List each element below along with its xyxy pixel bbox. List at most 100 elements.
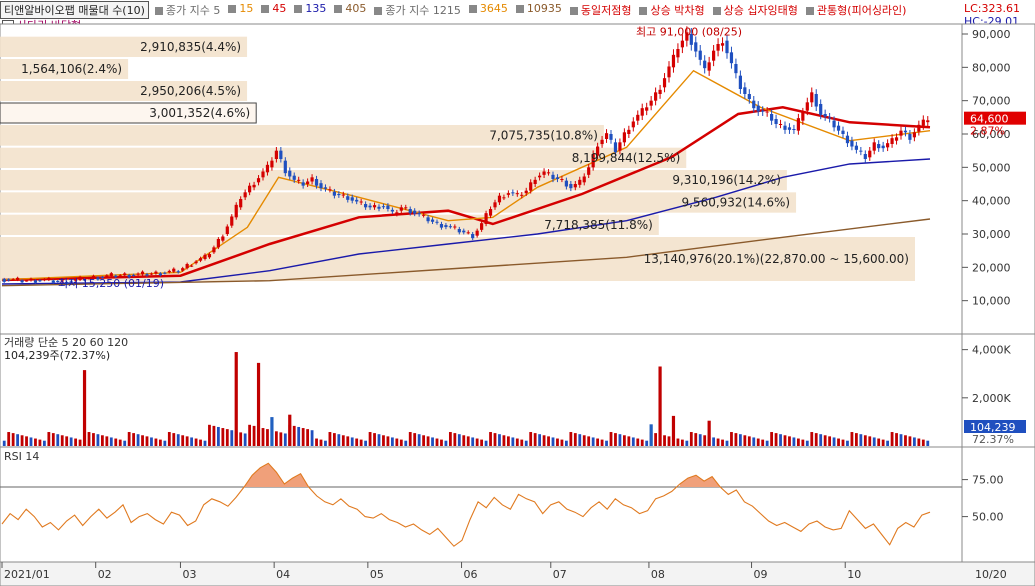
candle-body [582,176,586,183]
volume-bar [105,436,109,446]
legend-item-label: 종가 지수 5 [165,4,221,17]
volume-bar [359,439,363,446]
volume-bar [328,432,332,446]
volume-bar [132,433,136,446]
legend-item-2[interactable]: 45 [261,2,286,18]
candle-body [69,281,73,283]
volume-profile-label: 8,199,844(12.5%) [572,151,681,165]
candle-body [123,273,127,276]
candle-body [198,258,203,261]
candle-body [658,89,662,94]
candle-body [493,202,497,208]
volume-bar [524,440,528,446]
volume-bar [390,437,394,446]
candle-body [453,226,457,228]
volume-bar [819,434,823,446]
candle-body [42,279,46,281]
rsi-line [1,462,931,547]
legend-item-9[interactable]: 상승 박차형 [639,2,705,18]
candle-body [435,221,439,223]
legend-item-7[interactable]: 10935 [515,2,562,18]
volume-bar [716,438,720,446]
candle-body [703,60,707,69]
volume-profile-label: 13,140,976(20.1%)(22,870.00 ~ 15,600.00) [644,252,909,266]
volume-bar [779,434,782,446]
volume-bar [547,436,550,446]
legend-item-11[interactable]: 관통형(피어싱라인) [805,2,906,18]
candle-body [422,214,426,216]
volume-bar [395,438,399,446]
volume-bar [770,432,774,446]
volume-bar [823,435,827,446]
candle-body [212,247,216,253]
candle-body [569,184,573,189]
volume-bar [783,435,787,446]
volume-bar [475,438,479,446]
volume-current-label: 104,239주(72.37%) [4,349,110,362]
candle-body [297,179,301,181]
volume-bar [796,438,800,446]
legend-item-3[interactable]: 135 [294,2,326,18]
legend-item-0[interactable]: 종가 지수 5 [154,2,221,18]
candle-body [573,184,577,188]
volume-bar [721,439,724,446]
volume-bar [640,439,644,446]
candle-body [685,32,689,41]
candle-body [16,277,20,280]
volume-bar [261,428,265,446]
volume-profile-label: 2,950,206(4.5%) [140,84,241,98]
chart-legend: 티앤알바이오팹 매물대 수(10) 종가 지수 5 15 45 135 405 종가 지수… [0,0,960,20]
volume-bar [297,426,301,446]
volume-bar [301,428,305,446]
legend-item-label: 15 [239,2,254,15]
legend-item-8[interactable]: 동일저점형 [569,2,632,18]
candle-body [328,189,332,191]
candle-body [364,204,368,208]
candle-body [725,40,729,54]
volume-bar [489,432,492,446]
volume-bar [605,440,608,446]
candle-body [163,272,167,274]
volume-bar [444,440,448,446]
candle-body [506,193,510,195]
legend-item-5[interactable]: 종가 지수 1215 [374,2,461,18]
volume-profile-label: 7,075,735(10.8%) [489,128,598,142]
candle-body [689,34,693,45]
legend-item-6[interactable]: 3645 [468,2,508,18]
stock-title[interactable]: 티앤알바이오팹 매물대 수(10) [0,1,149,19]
candle-body [448,226,452,228]
candle-body [462,230,466,233]
candle-body [747,94,751,99]
volume-bar [109,437,113,446]
volume-profile-bar [0,59,129,79]
volume-bar [832,437,836,446]
legend-item-1[interactable]: 15 [228,2,253,18]
volume-bar [221,428,225,446]
candle-body [836,125,841,131]
legend-item-10[interactable]: 상승 십자잉태형 [712,2,798,18]
legend-item-label: 10935 [526,2,562,15]
candle-body [91,275,96,278]
volume-bar [801,439,805,446]
candle-body [899,130,903,136]
volume-bar [582,435,586,446]
candle-body [805,102,809,111]
legend-item-4[interactable]: 405 [334,2,366,18]
volume-bar [854,433,858,446]
volume-bar [364,440,368,446]
volume-bar [440,439,443,446]
volume-bar [279,432,283,446]
candle-body [604,133,609,139]
candle-body [609,134,613,140]
candle-body [395,212,399,214]
candle-body [185,264,189,269]
candle-body [207,254,212,258]
volume-bar [877,438,881,446]
volume-bar [837,438,840,446]
legend-item-label: 동일저점형 [580,4,632,17]
volume-profile-bar [0,147,687,168]
candle-body [654,92,658,101]
volume-profile-label: 9,560,932(14.6%) [681,196,790,210]
candle-body [854,145,858,150]
